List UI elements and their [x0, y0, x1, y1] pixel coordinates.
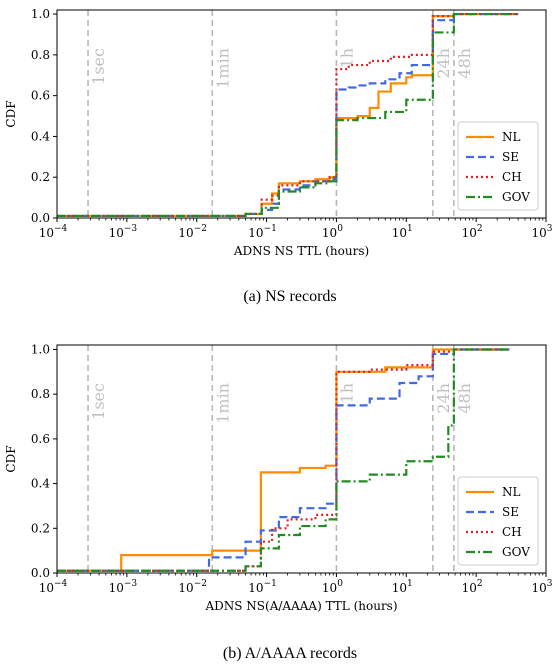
legend-label-gov: GOV	[502, 545, 530, 559]
series-line-gov	[57, 348, 510, 572]
legend: NL SE CH GOV	[457, 476, 539, 566]
legend-label-nl: NL	[502, 485, 521, 499]
x-tick-label: 103	[531, 224, 552, 240]
series-group	[57, 12, 519, 218]
x-tick-label: 101	[392, 224, 413, 240]
chart-ns-records: 1sec 1min 1h 24h 48h 0.0 0.2 0.4 0.6 0.8 1.0 10−4 10…	[4, 7, 553, 305]
series-line-gov	[57, 12, 519, 218]
reference-label-48h: 48h	[455, 383, 474, 414]
y-tick-label: 0.2	[31, 170, 50, 184]
x-axis-label: ADNS NS(A/AAAA) TTL (hours)	[204, 599, 397, 613]
reference-label-48h: 48h	[455, 48, 474, 79]
x-tick-label: 10−4	[39, 579, 68, 595]
series-line-nl	[57, 348, 510, 572]
plot-frame	[56, 9, 547, 219]
y-axis-label: CDF	[4, 445, 18, 472]
legend-label-ch: CH	[502, 170, 522, 184]
y-tick-label: 1.0	[31, 7, 50, 21]
y-tick-label: 0.2	[31, 521, 50, 535]
y-tick-label: 0.6	[31, 432, 50, 446]
legend-label-nl: NL	[502, 130, 521, 144]
figure-caption: (a) NS records	[243, 288, 336, 305]
x-tick-label: 10−3	[109, 224, 138, 240]
series-line-ch	[57, 12, 519, 218]
reference-label-1min: 1min	[213, 383, 232, 424]
chart-a-aaaa-records: 1sec 1min 1h 24h 48h 0.0 0.2 0.4 0.6 0.8 1.0 10−4 10…	[4, 342, 553, 662]
y-axis-label: CDF	[4, 100, 18, 127]
reference-label-24h: 24h	[434, 383, 453, 414]
y-tick-label: 0.0	[31, 566, 50, 580]
y-tick-label: 0.8	[31, 48, 50, 62]
x-tick-label: 10−2	[178, 224, 207, 240]
legend-label-se: SE	[502, 150, 519, 164]
x-tick-label: 102	[462, 224, 483, 240]
y-tick-label: 0.4	[31, 477, 50, 491]
y-tick-label: 1.0	[31, 342, 50, 356]
reference-label-1h: 1h	[337, 383, 356, 403]
x-tick-label: 103	[531, 579, 552, 595]
reference-label-1sec: 1sec	[89, 383, 108, 420]
legend-box	[457, 476, 539, 566]
reference-label-24h: 24h	[434, 48, 453, 79]
x-tick-label: 100	[322, 224, 343, 240]
x-axis-label: ADNS NS TTL (hours)	[233, 244, 369, 258]
series-line-ch	[57, 348, 510, 572]
reference-label-1h: 1h	[337, 48, 356, 68]
legend-label-ch: CH	[502, 525, 522, 539]
y-tick-label: 0.0	[31, 211, 50, 225]
x-tick-label: 100	[322, 579, 343, 595]
reference-label-1sec: 1sec	[89, 48, 108, 85]
series-group	[57, 348, 510, 572]
legend-box	[457, 121, 539, 211]
figure-caption: (b) A/AAAA records	[223, 645, 357, 662]
series-line-se	[57, 348, 510, 572]
x-tick-label: 10−2	[178, 579, 207, 595]
plot-frame	[56, 344, 547, 574]
legend: NL SE CH GOV	[457, 121, 539, 211]
x-tick-label: 10−3	[109, 579, 138, 595]
y-tick-label: 0.8	[31, 387, 50, 401]
series-line-nl	[57, 12, 519, 218]
x-tick-label: 10−4	[39, 224, 68, 240]
legend-label-gov: GOV	[502, 190, 530, 204]
x-tick-label: 10−1	[248, 579, 277, 595]
x-tick-label: 102	[462, 579, 483, 595]
y-tick-label: 0.6	[31, 89, 50, 103]
reference-label-1min: 1min	[213, 48, 232, 89]
series-line-se	[57, 12, 519, 218]
x-tick-label: 10−1	[248, 224, 277, 240]
x-tick-label: 101	[392, 579, 413, 595]
legend-label-se: SE	[502, 505, 519, 519]
y-tick-label: 0.4	[31, 129, 50, 143]
